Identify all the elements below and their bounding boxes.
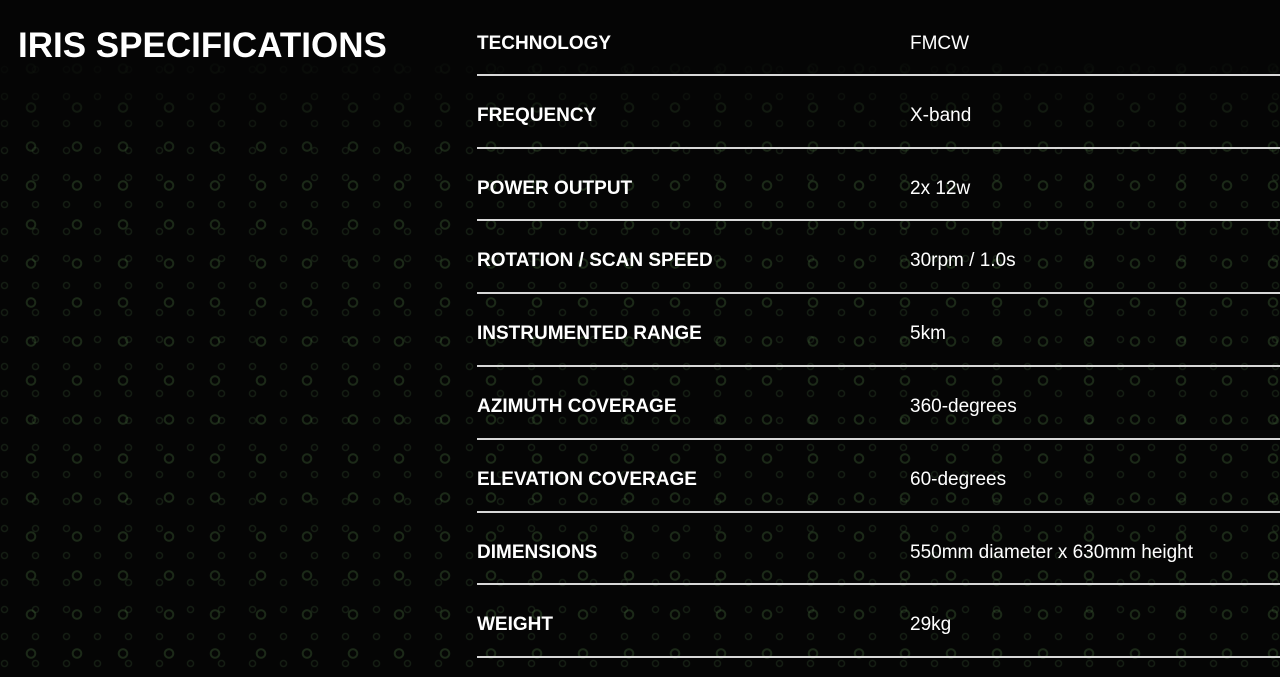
- spec-label: ROTATION / SCAN SPEED: [477, 250, 713, 272]
- spec-row-power-output: POWER OUTPUT 2x 12w: [477, 149, 1280, 222]
- background-fade: [0, 0, 1280, 160]
- spec-label: POWER OUTPUT: [477, 177, 633, 199]
- spec-value: 2x 12w: [910, 177, 971, 199]
- spec-label: DIMENSIONS: [477, 541, 598, 563]
- spec-value: 5km: [910, 323, 946, 345]
- spec-row-azimuth-coverage: AZIMUTH COVERAGE 360-degrees: [477, 367, 1280, 440]
- spec-value: 30rpm / 1.0s: [910, 250, 1016, 272]
- spec-row-instrumented-range: INSTRUMENTED RANGE 5km: [477, 294, 1280, 367]
- spec-value: FMCW: [910, 33, 970, 54]
- page-title: IRIS SPECIFICATIONS: [18, 26, 387, 65]
- spec-value: 60-degrees: [910, 468, 1007, 490]
- spec-value: 550mm diameter x 630mm height: [910, 541, 1194, 563]
- spec-label: TECHNOLOGY: [477, 33, 612, 54]
- spec-value: 360-degrees: [910, 395, 1017, 417]
- spec-label: AZIMUTH COVERAGE: [477, 395, 677, 417]
- spec-label: WEIGHT: [477, 614, 553, 636]
- spec-label: INSTRUMENTED RANGE: [477, 323, 702, 345]
- spec-row-technology: TECHNOLOGY FMCW: [477, 3, 1280, 76]
- spec-label: FREQUENCY: [477, 104, 597, 126]
- spec-row-frequency: FREQUENCY X-band: [477, 76, 1280, 149]
- specifications-table: TECHNOLOGY FMCW FREQUENCY X-band POWER OUT…: [477, 3, 1280, 659]
- spec-value: 29kg: [910, 614, 952, 636]
- spec-row-elevation-coverage: ELEVATION COVERAGE 60-degrees: [477, 440, 1280, 513]
- spec-row-weight: WEIGHT 29kg: [477, 585, 1280, 659]
- spec-value: X-band: [910, 104, 972, 126]
- spec-label: ELEVATION COVERAGE: [477, 468, 697, 490]
- spec-row-rotation-scan-speed: ROTATION / SCAN SPEED 30rpm / 1.0s: [477, 221, 1280, 295]
- spec-row-dimensions: DIMENSIONS 550mm diameter x 630mm height: [477, 513, 1280, 586]
